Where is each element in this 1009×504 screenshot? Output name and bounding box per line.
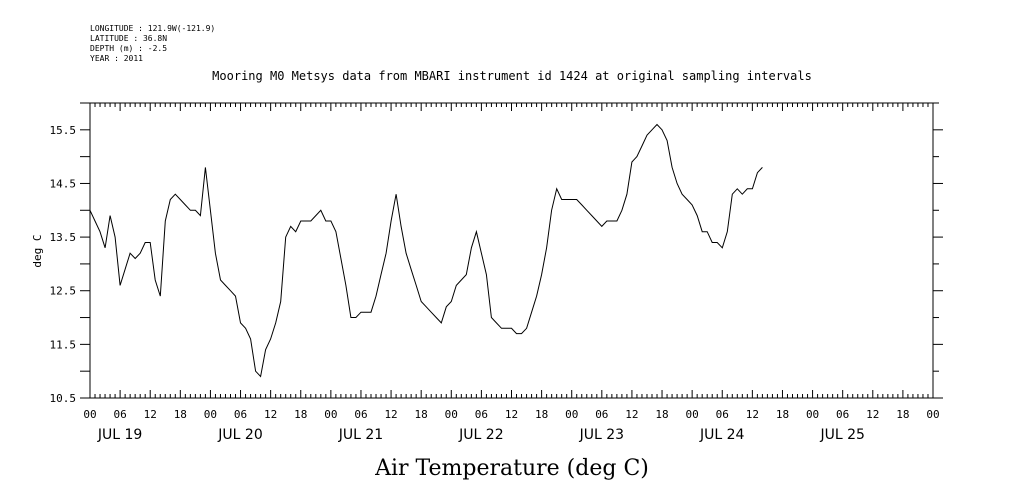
y-tick-labels: 10.5 11.5 12.5 13.5 14.5 15.5 <box>50 124 77 405</box>
x-tick-label: 00 <box>83 408 96 421</box>
x-tick-label: 00 <box>926 408 939 421</box>
x-tick-label: 00 <box>806 408 819 421</box>
x-axis-label: Air Temperature (deg C) <box>374 456 649 481</box>
x-tick-label: 18 <box>535 408 548 421</box>
x-tick-label: 06 <box>234 408 247 421</box>
x-tick-label: 06 <box>836 408 849 421</box>
x-tick-label: 18 <box>294 408 307 421</box>
day-label: JUL 19 <box>97 427 142 443</box>
y-tick-label: 14.5 <box>50 177 77 190</box>
x-tick-label: 00 <box>204 408 217 421</box>
y-tick-label: 12.5 <box>50 285 77 298</box>
plot-frame <box>89 102 934 399</box>
x-tick-labels: 00 06 12 18 00 06 12 18 00 06 12 18 00 06 12 18 00 06 12 18… <box>83 408 939 421</box>
y-tick-label: 15.5 <box>50 124 77 137</box>
series-line <box>89 123 763 378</box>
x-tick-label: 18 <box>896 408 909 421</box>
day-label: JUL 22 <box>458 427 503 443</box>
x-tick-label: 18 <box>776 408 789 421</box>
x-tick-label: 06 <box>475 408 488 421</box>
x-tick-label: 12 <box>625 408 638 421</box>
day-label: JUL 21 <box>338 427 383 443</box>
x-tick-label: 18 <box>174 408 187 421</box>
x-tick-label: 00 <box>445 408 458 421</box>
day-labels: JUL 19 JUL 20 JUL 21 JUL 22 JUL 23 JUL 24 JUL … <box>97 427 865 443</box>
x-tick-label: 18 <box>415 408 428 421</box>
day-label: JUL 25 <box>819 427 864 443</box>
x-tick-label: 00 <box>686 408 699 421</box>
header-year: YEAR : 2011 <box>90 54 143 63</box>
x-tick-label: 12 <box>384 408 397 421</box>
x-tick-label: 12 <box>866 408 879 421</box>
header-depth: DEPTH (m) : -2.5 <box>90 44 167 53</box>
header-latitude: LATITUDE : 36.8N <box>90 34 167 43</box>
y-tick-label: 10.5 <box>50 392 77 405</box>
x-tick-label: 00 <box>324 408 337 421</box>
day-label: JUL 24 <box>699 427 745 443</box>
x-tick-label: 00 <box>565 408 578 421</box>
x-tick-label: 12 <box>264 408 277 421</box>
x-tick-label: 12 <box>505 408 518 421</box>
day-label: JUL 20 <box>217 427 262 443</box>
x-tick-label: 06 <box>595 408 608 421</box>
tick-marks <box>80 102 943 399</box>
y-tick-label: 11.5 <box>50 338 77 351</box>
day-label: JUL 23 <box>579 427 624 443</box>
x-tick-label: 06 <box>354 408 367 421</box>
x-tick-label: 18 <box>655 408 668 421</box>
header-longitude: LONGITUDE : 121.9W(-121.9) <box>90 24 215 33</box>
x-tick-label: 12 <box>746 408 759 421</box>
chart-title: Mooring M0 Metsys data from MBARI instru… <box>212 69 812 83</box>
series-group <box>89 123 763 378</box>
x-tick-label: 12 <box>144 408 157 421</box>
y-axis-label: deg C <box>31 234 44 267</box>
y-tick-label: 13.5 <box>50 231 77 244</box>
x-tick-label: 06 <box>716 408 729 421</box>
x-tick-label: 06 <box>113 408 126 421</box>
